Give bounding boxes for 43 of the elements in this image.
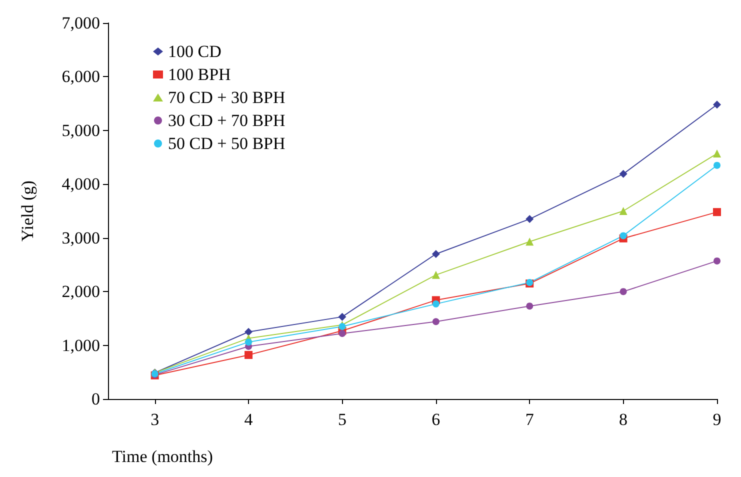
y-tick-label: 6,000: [62, 67, 100, 86]
point: [620, 232, 627, 240]
y-tick-label: 2,000: [62, 282, 100, 302]
x-tick-label: 3: [150, 410, 160, 429]
legend-label: 100 CD: [168, 42, 222, 61]
point: [432, 300, 440, 308]
y-tick-label: 5,000: [62, 120, 100, 140]
y-tick-label: 3,000: [62, 228, 100, 248]
x-tick-label: 7: [525, 410, 534, 429]
x-tick-label: 6: [432, 410, 440, 429]
y-tick-label: 1,000: [62, 336, 100, 355]
y-tick-label: 0: [92, 390, 100, 408]
legend-label: 50 CD + 50 BPH: [168, 134, 286, 153]
point: [338, 312, 346, 321]
point: [713, 150, 721, 158]
point: [714, 162, 720, 169]
point: [526, 238, 534, 246]
y-axis-title: Yield (g): [18, 180, 37, 242]
point: [713, 208, 721, 216]
point: [620, 288, 627, 296]
point: [526, 302, 534, 310]
x-tick-label: 4: [244, 410, 254, 429]
point: [713, 100, 721, 109]
legend-label: 70 CD + 30 BPH: [168, 88, 286, 107]
legend-label: 30 CD + 70 BPH: [168, 111, 286, 130]
point: [526, 215, 534, 224]
y-tick-label: 7,000: [62, 14, 100, 32]
point: [432, 270, 440, 279]
point: [432, 250, 440, 258]
point: [432, 318, 440, 326]
point: [245, 338, 252, 346]
x-tick-label: 9: [712, 410, 722, 429]
point: [338, 330, 346, 337]
y-tick-label: 4,000: [62, 174, 100, 194]
point: [244, 328, 253, 336]
x-tick-label: 5: [338, 410, 346, 429]
point: [244, 350, 253, 359]
point: [714, 257, 720, 264]
legend-label: 100 BPH: [168, 65, 231, 84]
x-axis-title: Time (months): [112, 447, 213, 466]
point: [619, 207, 628, 215]
point: [619, 170, 628, 178]
x-tick-label: 8: [619, 410, 628, 429]
